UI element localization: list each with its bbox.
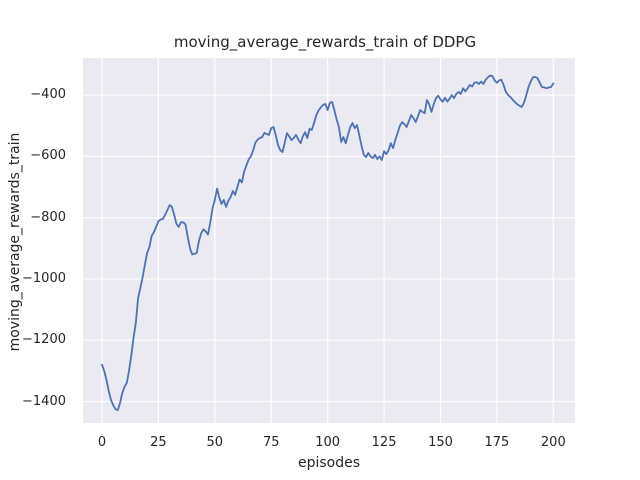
x-tick-label: 125 (371, 435, 397, 450)
y-tick-label: −1400 (22, 393, 66, 409)
x-tick-label: 0 (97, 435, 107, 450)
x-axis-label: episodes (297, 455, 361, 471)
y-tick-label: −1200 (22, 332, 66, 348)
chart-title: moving_average_rewards_train of DDPG (173, 33, 477, 51)
x-tick-label: 75 (262, 435, 280, 450)
x-tick-label: 150 (428, 435, 453, 450)
y-tick-label: −400 (30, 87, 66, 103)
x-tick-label: 175 (484, 435, 510, 450)
x-tick-label: 50 (206, 435, 224, 450)
x-tick-label: 25 (150, 435, 167, 450)
x-tick-label: 100 (315, 435, 341, 450)
y-tick-label: −1000 (22, 270, 66, 286)
x-tick-label: 200 (540, 435, 566, 450)
axes-background (83, 58, 575, 423)
data-line (101, 74, 555, 412)
y-tick-label: −800 (30, 209, 66, 225)
y-tick-label: −600 (30, 148, 66, 164)
